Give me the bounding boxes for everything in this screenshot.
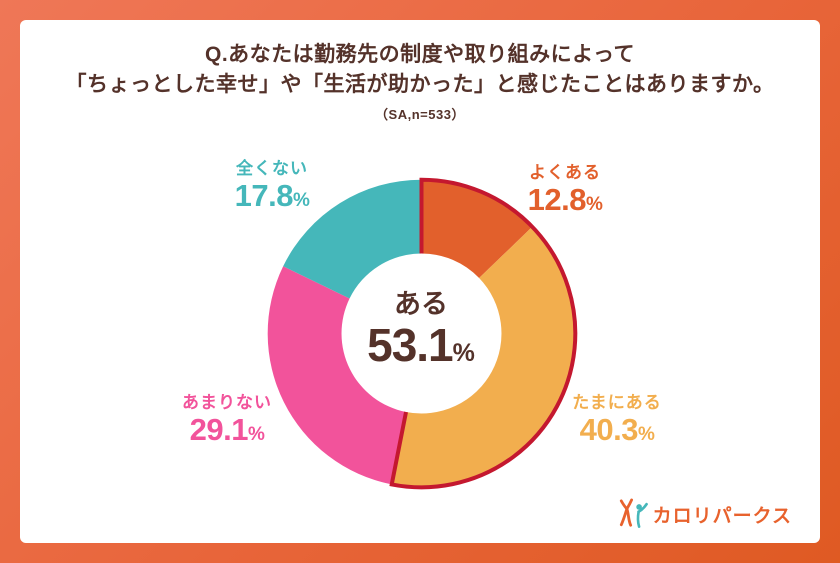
center-answer-label: ある (394, 289, 448, 319)
donut-center-label: ある 53.1% (311, 282, 531, 369)
segment-name: 全くない (236, 159, 308, 178)
segment-name: よくある (529, 163, 601, 182)
sample-note: （SA,n=533） (375, 107, 465, 123)
segment-value: 17.8% (234, 178, 310, 213)
segment-value: 40.3% (579, 412, 655, 447)
brand-logo: カロリパークス (618, 497, 792, 531)
donut-segment-3 (283, 179, 422, 299)
question-title-line2: 「ちょっとした幸せ」や「生活が助かった」と感じたことはありますか。 (65, 73, 775, 97)
content-card: Q.あなたは勤務先の制度や取り組みによって 「ちょっとした幸せ」や「生活が助かっ… (20, 20, 820, 543)
question-title: Q.あなたは勤務先の制度や取り組みによって 「ちょっとした幸せ」や「生活が助かっ… (20, 40, 820, 123)
percent-sign: % (585, 194, 603, 215)
segment-label-tamaniaru: たまにある 40.3% (507, 388, 727, 447)
segment-value: 12.8% (527, 182, 603, 217)
question-title-line1: Q.あなたは勤務先の制度や取り組みによって (205, 43, 635, 66)
percent-sign: % (247, 424, 265, 445)
segment-name: たまにある (572, 393, 662, 412)
highlight-outline (389, 177, 578, 490)
percent-sign: % (637, 424, 655, 445)
brand-logo-icon (619, 498, 648, 528)
brand-logo-text: カロリパークス (652, 505, 792, 527)
segment-label-yokuaru: よくある 12.8% (455, 158, 675, 217)
donut-segment-1 (391, 226, 576, 488)
donut-chart (267, 177, 578, 490)
segment-value: 29.1% (189, 412, 265, 447)
donut-segment-2 (267, 266, 407, 485)
segment-label-zenkunai: 全くない 17.8% (162, 154, 382, 213)
center-answer-value: 53.1% (367, 319, 475, 371)
percent-sign: % (452, 339, 475, 367)
segment-name: あまりない (182, 393, 272, 412)
segment-label-amarinai: あまりない 29.1% (117, 388, 337, 447)
percent-sign: % (292, 190, 310, 211)
